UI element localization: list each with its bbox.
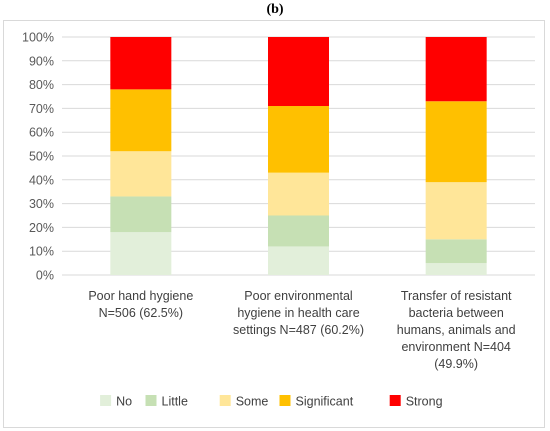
x-category-label-line: bacteria between [409,306,504,320]
x-category-label-line: N=506 (62.5%) [99,306,183,320]
bar-segment-strong [268,37,329,107]
y-tick-label: 90% [29,54,54,68]
legend-swatch-little [145,395,157,406]
bar-segment-no [425,263,487,275]
bar-segment-little [425,239,487,264]
x-category-label-line: environment N=404 [401,340,510,354]
x-category-label-line: (49.9%) [434,357,478,371]
y-tick-label: 50% [29,150,54,164]
bar-segment-significant [425,101,487,183]
legend-swatch-some [219,395,231,406]
y-tick-label: 70% [29,102,54,116]
x-category-label-line: hygiene in health care [237,306,359,320]
y-tick-label: 10% [29,245,54,259]
bar-segment-strong [425,37,487,102]
y-tick-label: 0% [36,269,54,283]
legend-label: Little [162,395,188,409]
x-category-label-line: settings N=487 (60.2%) [233,323,364,337]
bar-segment-some [110,151,172,197]
panel-label: (b) [266,2,284,17]
bar-segment-little [110,196,172,233]
y-tick-label: 20% [29,221,54,235]
bar-segment-little [268,215,329,247]
legend-swatch-strong [389,395,401,406]
legend-label: Strong [406,395,443,409]
y-tick-label: 80% [29,78,54,92]
x-category-label-line: Poor hand hygiene [88,289,193,303]
bar-segment-no [110,232,172,275]
legend-swatch-significant [279,395,291,406]
x-category-label-line: humans, animals and [397,323,516,337]
bar-segment-no [268,246,329,275]
bar-segment-significant [110,89,172,152]
chart-frame [3,20,545,428]
y-tick-label: 30% [29,197,54,211]
x-category-label-line: Transfer of resistant [401,289,512,303]
x-category-label: Poor environmental hygiene in health care… [233,289,364,337]
bar-segment-significant [268,106,329,173]
legend-label: Some [236,395,269,409]
x-category-label: Transfer of resistant bacteria between hum… [397,289,516,371]
bar-segment-some [268,172,329,216]
x-category-label: Poor hand hygiene N=506 (62.5%) [88,289,193,320]
y-tick-label: 60% [29,126,54,140]
legend-label: Significant [296,395,354,409]
y-tick-label: 40% [29,173,54,187]
bar-segment-some [425,182,487,240]
y-tick-label: 100% [22,31,54,45]
legend-label: No [116,395,132,409]
legend-swatch-no [100,395,112,406]
bar-segment-strong [110,37,172,90]
x-category-label-line: Poor environmental [244,289,352,303]
